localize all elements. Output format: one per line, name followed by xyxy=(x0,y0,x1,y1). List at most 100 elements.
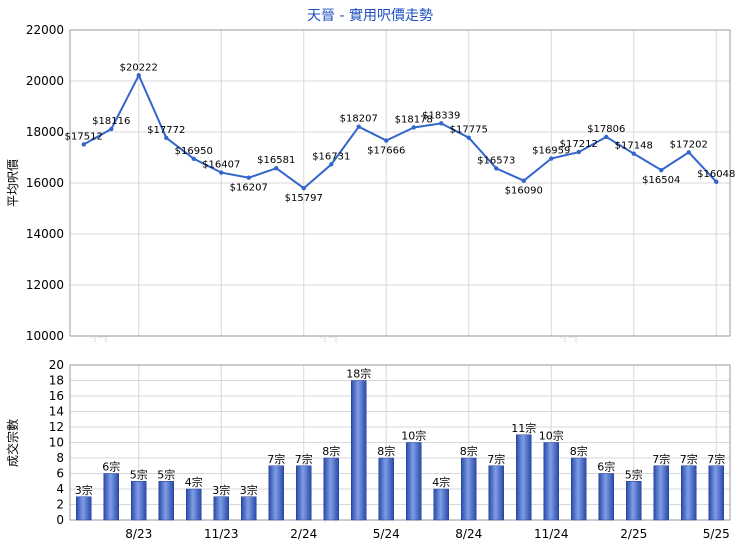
x-tick-label: 11/24 xyxy=(534,527,569,541)
bar-y-tick-label: 2 xyxy=(56,498,64,512)
volume-bar-label: 7宗 xyxy=(487,452,505,466)
price-data-label: $16407 xyxy=(202,160,240,171)
price-data-label: $16048 xyxy=(697,169,735,180)
price-point xyxy=(81,142,86,147)
volume-bar-label: 3宗 xyxy=(75,483,93,497)
volume-bar-label: 5宗 xyxy=(130,467,148,481)
line-plot-border xyxy=(69,29,731,337)
price-point xyxy=(659,167,664,173)
volume-bar-label: 18宗 xyxy=(346,367,371,381)
price-data-label: $17806 xyxy=(587,124,625,135)
price-point xyxy=(301,185,306,191)
volume-bar-label: 7宗 xyxy=(680,452,698,466)
price-series-line xyxy=(83,72,718,190)
price-point xyxy=(384,138,389,143)
volume-bar xyxy=(241,496,257,521)
price-point xyxy=(549,156,554,161)
price-point xyxy=(466,135,471,140)
volume-bar-label: 8宗 xyxy=(570,444,588,458)
volume-bar xyxy=(488,465,504,521)
price-point xyxy=(494,166,499,171)
price-point xyxy=(356,124,361,129)
line-y-tick-label: 18000 xyxy=(26,125,64,139)
volume-bar xyxy=(406,442,422,521)
volume-bar-label: 8宗 xyxy=(322,444,340,458)
price-data-label: $17212 xyxy=(560,139,598,150)
price-data-label: $17202 xyxy=(670,139,708,150)
volume-bar-label: 6宗 xyxy=(102,460,120,474)
line-y-tick-label: 16000 xyxy=(26,176,64,190)
x-tick-label: 2/25 xyxy=(620,527,647,541)
bar-y-tick-label: 16 xyxy=(49,389,64,403)
price-data-label: $16959 xyxy=(532,146,570,157)
volume-bar-label: 7宗 xyxy=(295,452,313,466)
volume-bar-label: 7宗 xyxy=(707,452,725,466)
bar-y-tick-label: 6 xyxy=(56,467,64,481)
volume-bar xyxy=(681,465,697,521)
volume-bar xyxy=(103,473,119,521)
x-tick-label: 5/24 xyxy=(373,527,400,541)
price-point xyxy=(274,165,279,171)
price-data-label: $17772 xyxy=(147,125,185,136)
chart-title: 天晉 - 實用呎價走勢 xyxy=(307,7,433,24)
volume-bar xyxy=(571,457,587,521)
volume-bar-label: 5宗 xyxy=(625,467,643,481)
price-data-label: $16573 xyxy=(477,155,515,166)
price-point xyxy=(576,149,581,155)
line-y-axis-label: 平均呎價 xyxy=(6,159,20,207)
volume-bar-label: 8宗 xyxy=(460,444,478,458)
price-point xyxy=(521,178,526,183)
volume-bar-label: 11宗 xyxy=(511,421,536,435)
price-data-label: $17666 xyxy=(367,146,405,157)
x-tick-label: 2/24 xyxy=(290,527,317,541)
price-point xyxy=(246,175,251,180)
price-point xyxy=(411,125,416,130)
volume-bar xyxy=(378,457,394,521)
price-point xyxy=(631,151,636,156)
bar-y-tick-label: 10 xyxy=(49,436,64,450)
bar-y-tick-label: 14 xyxy=(49,405,64,419)
price-data-label: $16950 xyxy=(175,146,213,157)
price-data-label: $16207 xyxy=(230,183,268,194)
x-tick-label: 11/23 xyxy=(204,527,239,541)
price-point xyxy=(219,170,224,175)
volume-bar xyxy=(598,473,614,521)
price-data-label: $20222 xyxy=(120,62,158,73)
volume-bar xyxy=(158,481,174,521)
bar-y-tick-label: 8 xyxy=(56,451,64,465)
price-data-label: $16090 xyxy=(505,186,543,197)
bar-y-tick-label: 12 xyxy=(49,420,64,434)
volume-bar-label: 7宗 xyxy=(652,452,670,466)
price-data-label: $18339 xyxy=(422,110,460,121)
bar-y-tick-label: 20 xyxy=(49,358,64,372)
volume-bar xyxy=(626,481,642,521)
volume-bar xyxy=(186,488,202,521)
price-data-label: $16731 xyxy=(312,151,350,162)
volume-bar xyxy=(433,488,449,521)
price-point xyxy=(439,121,444,126)
volume-bar xyxy=(461,457,477,521)
price-point xyxy=(191,156,196,161)
x-tick-label: 8/23 xyxy=(125,527,152,541)
price-data-label: $16504 xyxy=(642,175,680,186)
volume-bar-label: 5宗 xyxy=(157,467,175,481)
volume-bar-label: 3宗 xyxy=(240,483,258,497)
price-point xyxy=(604,134,609,140)
volume-bar-label: 3宗 xyxy=(212,483,230,497)
bar-y-axis-label: 成交宗數 xyxy=(5,419,20,467)
price-data-label: $18207 xyxy=(340,114,378,125)
volume-bar xyxy=(268,465,284,521)
volume-bar-label: 6宗 xyxy=(597,460,615,474)
volume-bar xyxy=(516,434,532,521)
line-y-tick-label: 22000 xyxy=(26,23,64,37)
price-point xyxy=(329,162,334,167)
line-y-tick-label: 10000 xyxy=(26,329,64,343)
price-point xyxy=(164,135,169,141)
x-tick-label: 8/24 xyxy=(455,527,482,541)
price-point xyxy=(714,179,719,184)
bar-y-tick-label: 4 xyxy=(56,482,64,496)
price-data-label: $15797 xyxy=(285,193,323,204)
price-data-label: $17148 xyxy=(615,141,653,152)
volume-bar-label: 4宗 xyxy=(432,475,450,489)
